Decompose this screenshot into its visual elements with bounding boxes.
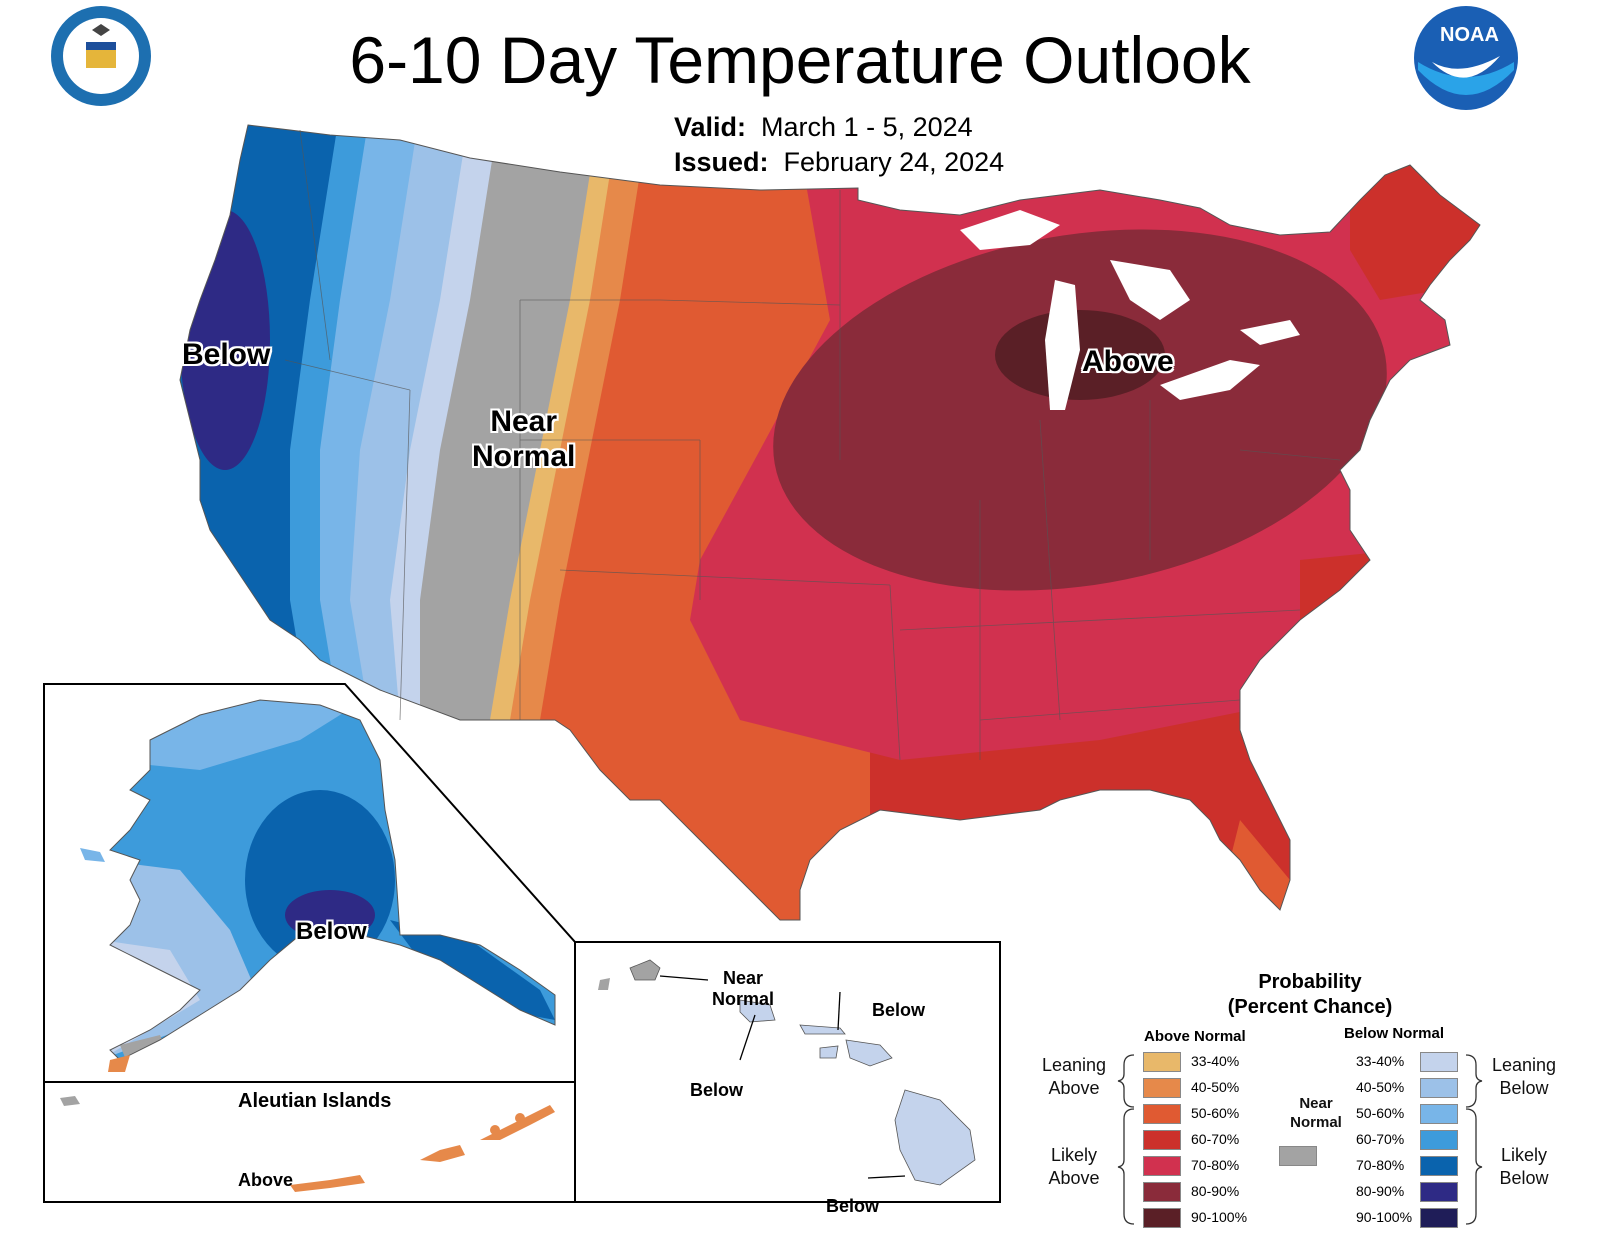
likely-above-line1: Likely	[1050, 1145, 1098, 1165]
hawaii-below-label-kauai: Below	[872, 1000, 926, 1020]
hawaii-islands	[598, 959, 976, 1186]
legend-above-range-6: 90-100%	[1191, 1209, 1248, 1225]
aleutian-above-label: Above	[238, 1170, 294, 1190]
legend-near-normal-swatch	[1279, 1146, 1317, 1166]
legend-below-swatch-6	[1420, 1208, 1458, 1228]
legend-title: Probability (Percent Chance)	[1170, 970, 1450, 1020]
legend-below-range-4: 70-80%	[1356, 1157, 1405, 1173]
aleutian-title: Aleutian Islands	[238, 1090, 392, 1112]
conus-near-normal-label: Near Normal	[472, 405, 575, 474]
legend-above-swatch-6	[1143, 1208, 1181, 1228]
likely-below-line1: Likely	[1500, 1145, 1548, 1165]
legend-above-swatch-4	[1143, 1156, 1181, 1176]
legend-below-range-0: 33-40%	[1356, 1053, 1405, 1069]
legend-below-swatch-2	[1420, 1104, 1458, 1124]
near-normal-line2: Normal	[1290, 1114, 1342, 1131]
legend-below-swatch-0	[1420, 1052, 1458, 1072]
legend-below-header: Below Normal	[1344, 1025, 1445, 1042]
issued-label: Issued:	[674, 147, 769, 177]
valid-label: Valid:	[674, 112, 747, 142]
legend-above-swatch-2	[1143, 1104, 1181, 1124]
legend-below-range-3: 60-70%	[1356, 1131, 1405, 1147]
legend-below-swatch-3	[1420, 1130, 1458, 1150]
legend-above-range-1: 40-50%	[1191, 1079, 1240, 1095]
hawaii-near-line2: Normal	[712, 988, 775, 1009]
legend-below-range-2: 50-60%	[1356, 1105, 1405, 1121]
conus-below-label: Below	[182, 338, 271, 371]
hawaii-below-label-oahu: Below	[690, 1080, 744, 1100]
leaning-below-line1: Leaning	[1491, 1055, 1557, 1075]
legend-below-swatch-1	[1420, 1078, 1458, 1098]
legend-above-swatch-0	[1143, 1052, 1181, 1072]
legend-below-swatch-5	[1420, 1182, 1458, 1202]
doc-seal-logo	[51, 6, 151, 106]
legend-above-range-2: 50-60%	[1191, 1105, 1240, 1121]
noaa-logo	[1414, 6, 1518, 110]
valid-value: March 1 - 5, 2024	[761, 112, 973, 142]
legend-above-header: Above Normal	[1144, 1028, 1246, 1045]
legend-above-range-0: 33-40%	[1191, 1053, 1240, 1069]
hawaii-below-label-big-island: Below	[826, 1196, 880, 1216]
leaning-below-line2: Below	[1499, 1078, 1549, 1098]
legend-above-range-4: 70-80%	[1191, 1157, 1240, 1173]
legend-below-range-1: 40-50%	[1356, 1079, 1405, 1095]
conus-near-line1: Near	[490, 405, 558, 438]
legend-above-swatch-5	[1143, 1182, 1181, 1202]
legend-below-range-6: 90-100%	[1356, 1209, 1413, 1225]
legend-above-swatch-3	[1143, 1130, 1181, 1150]
alaska-below-label: Below	[296, 918, 367, 945]
legend-below-range-5: 80-90%	[1356, 1183, 1405, 1199]
legend-likely-below: Likely Below	[1484, 1144, 1564, 1190]
legend-below-swatch-4	[1420, 1156, 1458, 1176]
legend-title-line2: (Percent Chance)	[1227, 996, 1393, 1018]
likely-above-line2: Above	[1048, 1168, 1100, 1188]
legend-title-line1: Probability	[1258, 971, 1362, 993]
legend-leaning-above: Leaning Above	[1034, 1054, 1114, 1100]
hawaii-near-normal-label: Near Normal	[712, 968, 774, 1009]
legend-above-range-3: 60-70%	[1191, 1131, 1240, 1147]
legend-likely-above: Likely Above	[1034, 1144, 1114, 1190]
near-normal-line1: Near	[1299, 1095, 1333, 1112]
page-title: 6-10 Day Temperature Outlook	[349, 23, 1251, 97]
legend-leaning-below: Leaning Below	[1484, 1054, 1564, 1100]
leaning-above-line1: Leaning	[1041, 1055, 1107, 1075]
likely-below-line2: Below	[1499, 1168, 1549, 1188]
noaa-logo-text: NOAA	[1440, 24, 1499, 46]
valid-dates: Valid: March 1 - 5, 2024 Issued: Februar…	[674, 110, 1004, 180]
legend-above-range-5: 80-90%	[1191, 1183, 1240, 1199]
leaning-above-line2: Above	[1048, 1078, 1100, 1098]
hawaii-near-line1: Near	[722, 968, 764, 988]
conus-near-line2: Normal	[472, 439, 576, 473]
aleutian-islands	[60, 1096, 555, 1192]
legend-near-normal: Near Normal	[1276, 1094, 1356, 1132]
issued-value: February 24, 2024	[783, 147, 1005, 177]
legend-above-swatch-1	[1143, 1078, 1181, 1098]
conus-above-label: Above	[1082, 345, 1174, 378]
